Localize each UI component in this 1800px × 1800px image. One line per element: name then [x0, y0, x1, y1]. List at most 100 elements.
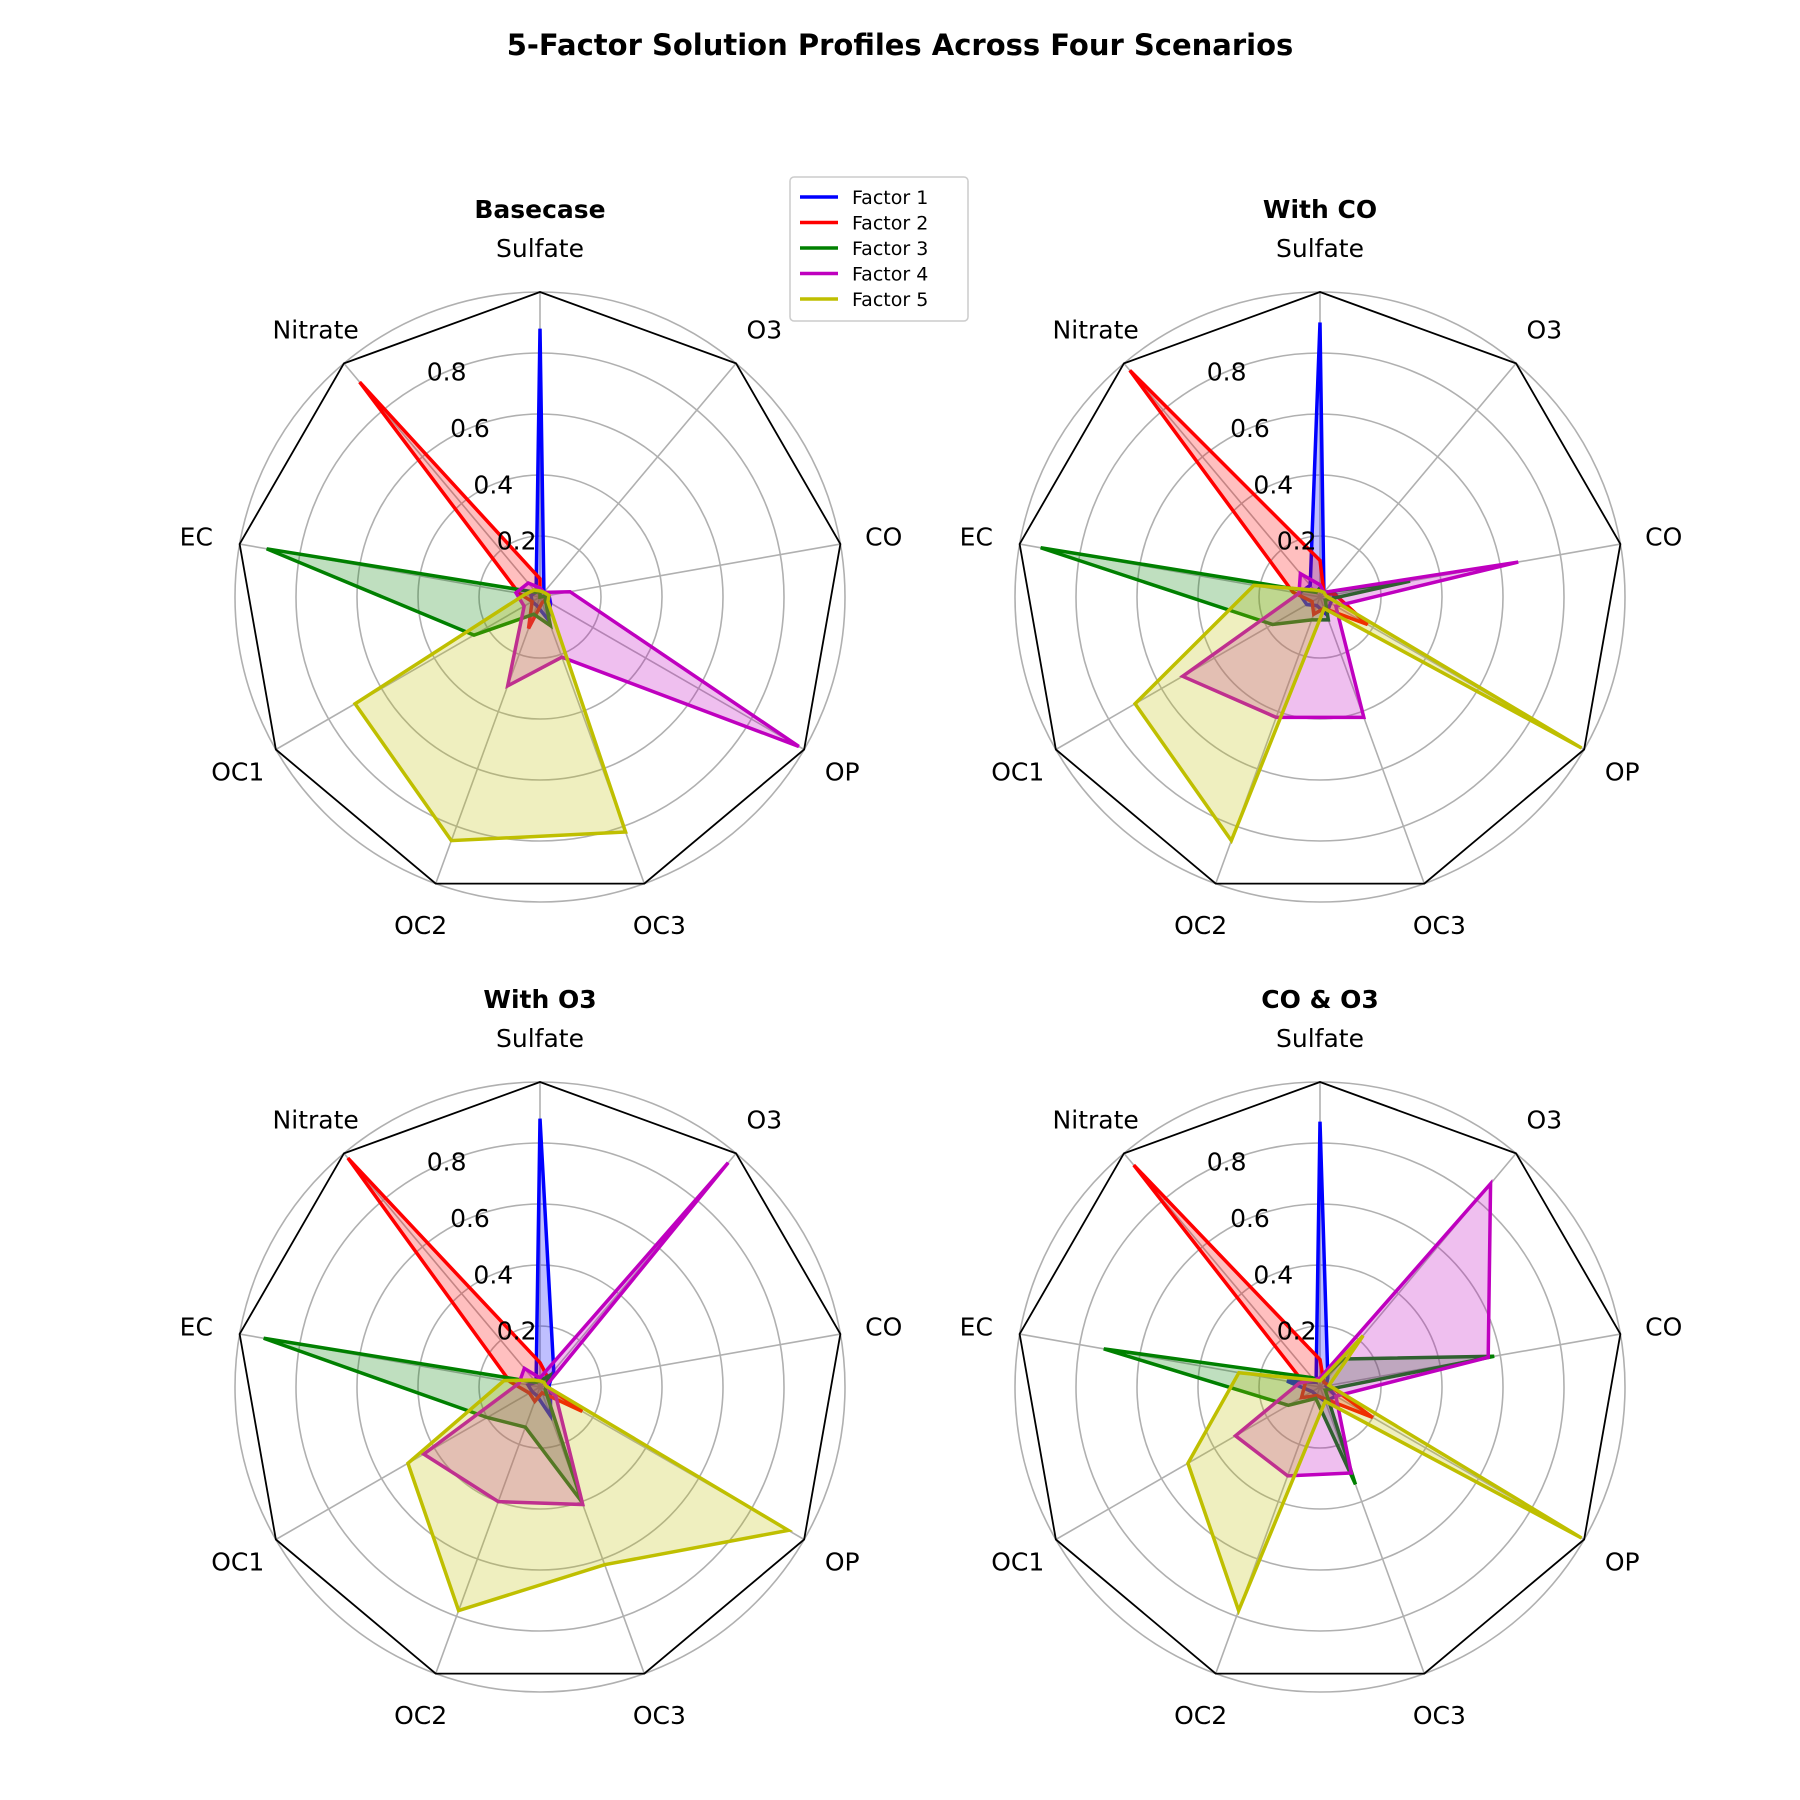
series-factor-5 [405, 1378, 794, 1613]
grid-spoke [1123, 362, 1321, 598]
axis-label-co: CO [865, 522, 902, 551]
series-factor-5 [1132, 583, 1583, 845]
series-factor-4 [505, 580, 800, 749]
series-factor-5 [1186, 1334, 1583, 1616]
axis-label-ec: EC [960, 522, 993, 551]
legend-label: Factor 1 [852, 187, 928, 209]
legend-label: Factor 2 [852, 213, 928, 235]
axis-label-oc3: OC3 [1413, 911, 1466, 940]
axis-label-oc1: OC1 [991, 1548, 1044, 1577]
radar-frame [238, 291, 842, 885]
axis-label-oc2: OC2 [1174, 1701, 1227, 1730]
radial-tick-label: 0.4 [473, 1260, 513, 1289]
legend-label: Factor 3 [852, 238, 928, 260]
legend: Factor 1 Factor 2 Factor 3 Factor 4 Factor 5 [789, 176, 969, 322]
radial-tick-label: 0.2 [497, 1317, 537, 1346]
grid-spoke [1319, 1386, 1426, 1674]
axis-label-sulfate: Sulfate [496, 234, 584, 263]
grid-spoke [539, 1333, 841, 1388]
axis-label-ec: EC [180, 1312, 213, 1341]
radar-panel-with-o3: 0.2 0.4 0.6 0.8 Sulfate O3 CO OP OC3 OC2 OC1 EC Nitr… [180, 985, 903, 1730]
axis-label-op: OP [1605, 758, 1640, 787]
axis-label-oc1: OC1 [991, 758, 1044, 787]
axis-label-nitrate: Nitrate [1053, 316, 1139, 345]
axis-label-oc2: OC2 [394, 1701, 447, 1730]
grid-spoke [434, 1386, 541, 1674]
radar-panel-with-co: 0.2 0.4 0.6 0.8 Sulfate O3 CO OP OC3 OC2 OC1 EC Nitr… [960, 195, 1683, 940]
panel-title: With O3 [483, 985, 596, 1014]
panel-title: Basecase [474, 195, 605, 224]
axis-label-oc3: OC3 [633, 1701, 686, 1730]
radial-tick-label: 0.6 [450, 414, 490, 443]
axis-label-oc3: OC3 [633, 911, 686, 940]
radar-panel-basecase: 0.2 0.4 0.6 0.8 Sulfate O3 CO OP OC3 OC2 OC1 EC Nitr… [180, 195, 903, 940]
radar-panel-co-o3: 0.2 0.4 0.6 0.8 Sulfate O3 CO OP OC3 OC2 OC1 EC Nitr… [960, 985, 1683, 1730]
series-factor-4 [420, 1161, 730, 1507]
grid-spoke [1319, 362, 1517, 598]
grid-spoke [1214, 1386, 1321, 1674]
legend-box [789, 176, 969, 322]
axis-label-op: OP [825, 1548, 860, 1577]
grid-spoke [1019, 1333, 1321, 1388]
axis-label-co: CO [865, 1312, 902, 1341]
legend-label: Factor 5 [852, 289, 928, 311]
axis-label-o3: O3 [1527, 316, 1563, 345]
figure-title: 5-Factor Solution Profiles Across Four S… [506, 28, 1294, 62]
series-factor-3 [265, 547, 553, 637]
grid-spoke [275, 596, 541, 751]
axis-label-ec: EC [960, 1312, 993, 1341]
axis-label-oc2: OC2 [394, 911, 447, 940]
radial-tick-label: 0.4 [1253, 1260, 1293, 1289]
series-factor-3 [263, 1336, 584, 1503]
radial-tick-label: 0.8 [1207, 358, 1247, 387]
axis-label-o3: O3 [747, 316, 783, 345]
grid-spoke [539, 362, 737, 598]
axis-label-co: CO [1645, 1312, 1682, 1341]
axis-label-oc1: OC1 [211, 1548, 264, 1577]
axis-label-oc3: OC3 [1413, 1701, 1466, 1730]
grid-spoke [1319, 596, 1426, 884]
axis-label-co: CO [1645, 522, 1682, 551]
axis-label-nitrate: Nitrate [1053, 1106, 1139, 1135]
grid-spoke [343, 1152, 541, 1388]
axis-label-nitrate: Nitrate [273, 316, 359, 345]
radial-tick-label: 0.4 [1253, 470, 1293, 499]
axis-label-sulfate: Sulfate [496, 1024, 584, 1053]
grid-spoke [539, 596, 805, 751]
radar-frame [1018, 1081, 1622, 1675]
series-factor-5 [352, 588, 628, 843]
radial-tick-label: 0.8 [427, 1148, 467, 1177]
series-factor-4 [1179, 560, 1519, 720]
series-factor-4 [1232, 1179, 1493, 1478]
radar-frame [1018, 291, 1622, 885]
panel-title: CO & O3 [1261, 985, 1378, 1014]
radial-tick-label: 0.8 [1207, 1148, 1247, 1177]
grid-spoke [434, 596, 541, 884]
axis-label-op: OP [1605, 1548, 1640, 1577]
axis-label-oc1: OC1 [211, 758, 264, 787]
legend-label: Factor 4 [852, 264, 928, 286]
radial-tick-label: 0.8 [427, 358, 467, 387]
axis-label-nitrate: Nitrate [273, 1106, 359, 1135]
radial-tick-label: 0.4 [473, 470, 513, 499]
axis-label-oc2: OC2 [1174, 911, 1227, 940]
axis-label-sulfate: Sulfate [1276, 234, 1364, 263]
radial-tick-label: 0.2 [1277, 527, 1317, 556]
radial-tick-label: 0.6 [1230, 414, 1270, 443]
radial-tick-label: 0.2 [1277, 1317, 1317, 1346]
axis-label-o3: O3 [747, 1106, 783, 1135]
axis-label-ec: EC [180, 522, 213, 551]
grid-spoke [539, 543, 841, 598]
radial-tick-label: 0.6 [1230, 1204, 1270, 1233]
grid-spoke [539, 596, 646, 884]
panel-title: With CO [1263, 195, 1377, 224]
series-factor-3 [1103, 1347, 1495, 1486]
radial-tick-label: 0.2 [497, 527, 537, 556]
radar-frame [238, 1081, 842, 1675]
axis-label-sulfate: Sulfate [1276, 1024, 1364, 1053]
series-factor-2 [1132, 1163, 1374, 1420]
grid-spoke [539, 1386, 646, 1674]
axis-label-o3: O3 [1527, 1106, 1563, 1135]
axis-label-op: OP [825, 758, 860, 787]
